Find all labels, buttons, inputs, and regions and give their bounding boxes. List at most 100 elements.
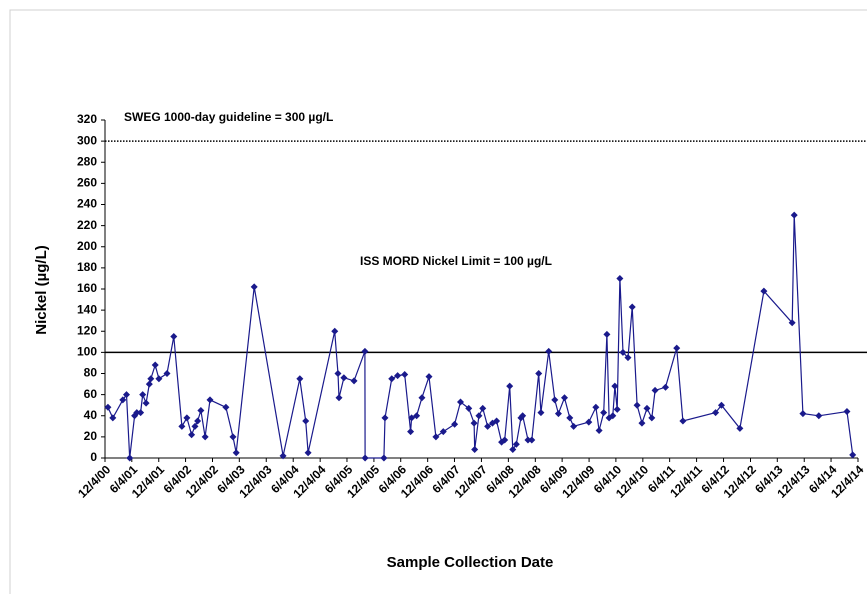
data-point [506, 382, 514, 390]
data-point [849, 451, 857, 459]
data-point [413, 412, 421, 420]
data-point [790, 211, 798, 219]
data-point [815, 412, 823, 420]
data-point [206, 396, 214, 404]
y-tick-label: 140 [77, 302, 97, 316]
data-point [566, 414, 574, 422]
data-point [736, 424, 744, 432]
data-point [296, 375, 304, 383]
y-tick-label: 280 [77, 154, 97, 168]
data-point [380, 454, 388, 462]
data-point [361, 347, 369, 355]
data-point [537, 409, 545, 417]
data-point [163, 370, 171, 377]
data-point [570, 422, 578, 430]
data-point [619, 348, 627, 356]
y-tick-label: 120 [77, 323, 97, 337]
data-point [170, 333, 178, 341]
data-point [229, 433, 237, 441]
data-point [648, 414, 656, 422]
data-point [519, 412, 527, 420]
y-tick-label: 260 [77, 176, 97, 190]
data-point [551, 396, 559, 404]
data-point [104, 403, 112, 411]
data-point [142, 399, 150, 407]
y-tick-label: 220 [77, 218, 97, 232]
y-tick-label: 180 [77, 260, 97, 274]
data-point [493, 417, 501, 425]
data-point [147, 375, 155, 383]
data-point [451, 420, 459, 428]
data-point [457, 398, 465, 406]
data-point [843, 408, 851, 416]
data-point [799, 410, 807, 418]
data-point [151, 361, 159, 369]
data-point [432, 433, 440, 441]
reference-label: SWEG 1000-day guideline = 300 µg/L [124, 110, 333, 124]
data-point [340, 374, 348, 382]
y-tick-label: 80 [84, 366, 98, 380]
data-point [407, 428, 415, 436]
data-point [528, 436, 536, 444]
data-point [401, 371, 409, 379]
data-point [475, 412, 483, 420]
data-point [119, 396, 127, 404]
reference-label: ISS MORD Nickel Limit = 100 µg/L [360, 254, 552, 268]
x-axis-title: Sample Collection Date [387, 554, 554, 571]
data-point [408, 414, 416, 422]
data-point [717, 401, 725, 409]
data-point [155, 375, 163, 383]
data-point [133, 409, 141, 417]
data-point [139, 391, 147, 399]
data-point [554, 410, 562, 418]
data-point [145, 380, 153, 388]
data-point [651, 386, 659, 394]
data-point [679, 417, 687, 425]
data-point [509, 446, 517, 454]
data-point [611, 382, 619, 390]
data-point [335, 394, 343, 402]
data-point [381, 414, 389, 422]
data-point [585, 418, 593, 426]
data-point [304, 449, 312, 457]
data-point [524, 436, 532, 444]
data-point [465, 404, 473, 412]
data-point [350, 377, 358, 385]
y-tick-label: 160 [77, 281, 97, 295]
data-point [512, 440, 520, 448]
data-point [331, 327, 339, 335]
data-point [188, 431, 196, 439]
data-point [616, 274, 624, 282]
data-point [191, 422, 199, 430]
data-point [712, 409, 720, 417]
data-point [183, 414, 191, 422]
data-point [633, 401, 641, 409]
data-point [479, 404, 487, 412]
data-point [535, 370, 543, 377]
data-point [484, 422, 492, 430]
data-point [123, 391, 131, 399]
y-axis-title: Nickel (µg/L) [33, 245, 50, 335]
data-point [137, 409, 145, 417]
data-point [595, 427, 603, 435]
data-point [425, 373, 433, 381]
data-point [470, 419, 478, 427]
data-point [613, 405, 621, 413]
data-point [178, 422, 186, 430]
data-point [501, 436, 509, 444]
data-point [788, 319, 796, 327]
y-tick-label: 300 [77, 133, 97, 147]
data-point [394, 372, 402, 380]
y-tick-label: 240 [77, 197, 97, 211]
y-tick-label: 20 [84, 429, 98, 443]
data-point [201, 433, 209, 441]
data-point [603, 330, 611, 338]
y-tick-label: 100 [77, 345, 97, 359]
data-point [592, 403, 600, 411]
data-point [361, 454, 369, 462]
data-point [194, 417, 202, 425]
frame [9, 9, 867, 594]
data-point [388, 375, 396, 383]
